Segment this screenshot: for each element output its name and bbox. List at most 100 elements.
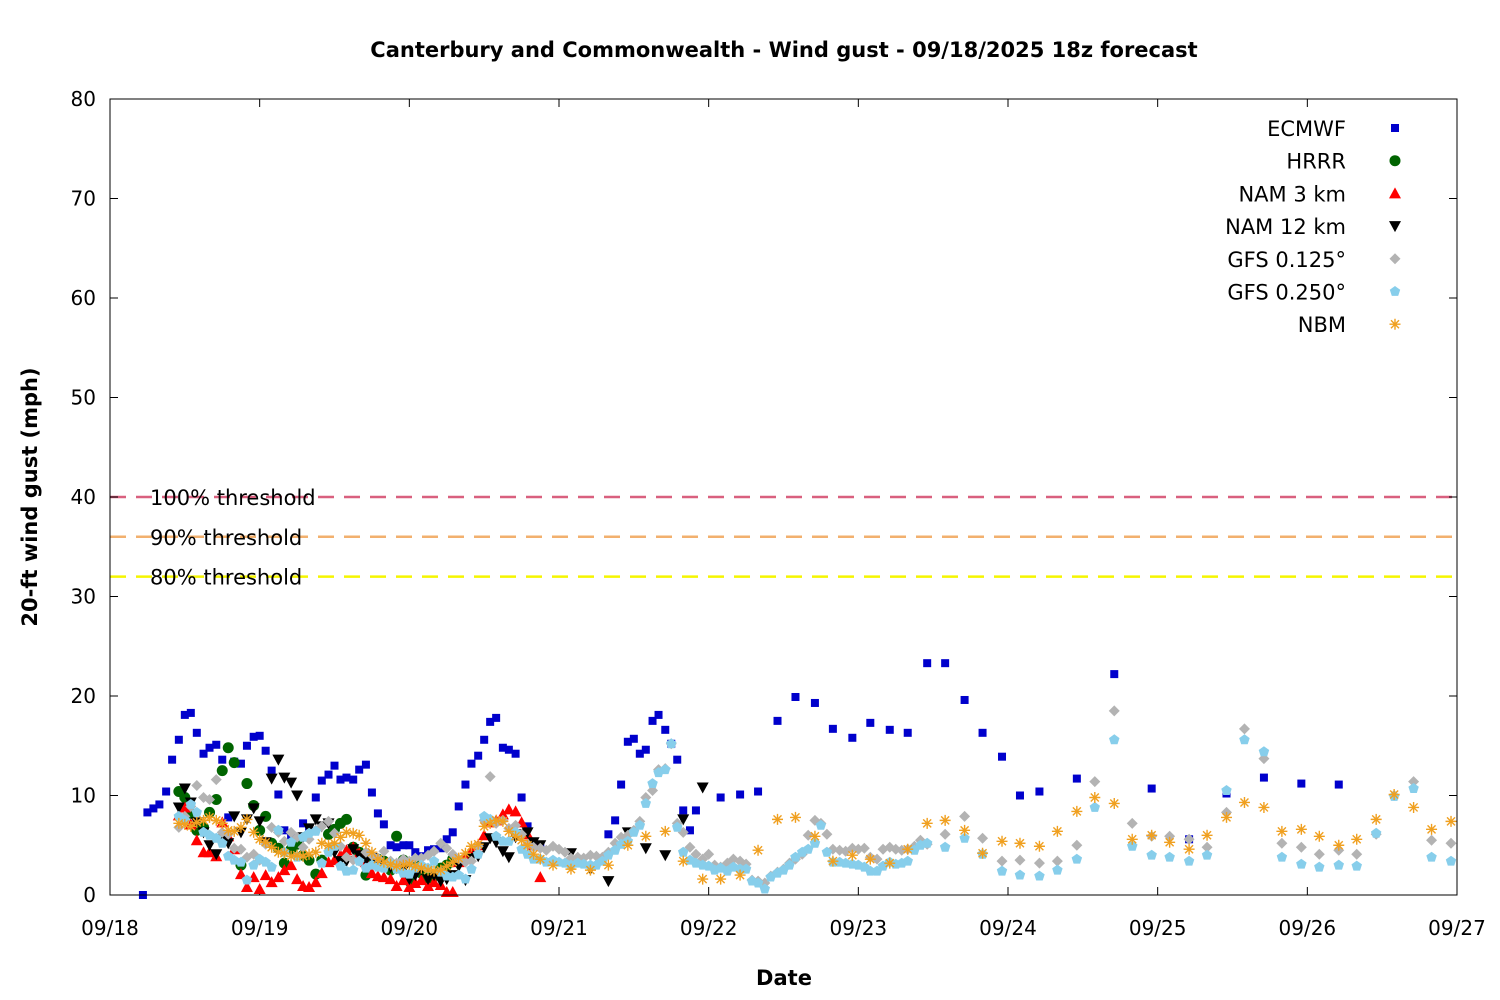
data-point bbox=[809, 837, 821, 848]
data-point bbox=[342, 773, 351, 782]
data-point bbox=[809, 830, 821, 842]
data-point bbox=[466, 863, 477, 874]
data-point bbox=[253, 883, 266, 895]
data-point bbox=[405, 841, 414, 850]
data-point bbox=[222, 824, 234, 836]
y-tick-label: 80 bbox=[71, 87, 96, 111]
data-point bbox=[1126, 833, 1138, 845]
data-point bbox=[454, 802, 463, 811]
data-point bbox=[1239, 734, 1250, 745]
data-point bbox=[1071, 805, 1083, 817]
data-point bbox=[323, 815, 335, 827]
data-point bbox=[716, 793, 725, 802]
data-point bbox=[241, 778, 253, 790]
x-tick-label: 09/27 bbox=[1428, 916, 1486, 940]
data-point bbox=[355, 765, 364, 774]
data-point bbox=[1146, 829, 1158, 841]
data-point bbox=[266, 861, 277, 872]
data-point bbox=[996, 865, 1008, 876]
y-tick-label: 30 bbox=[71, 585, 96, 609]
data-point bbox=[285, 859, 298, 871]
data-point bbox=[260, 836, 272, 848]
data-point bbox=[1033, 840, 1045, 852]
data-point bbox=[1313, 830, 1325, 842]
data-point bbox=[486, 717, 495, 726]
data-point bbox=[939, 841, 951, 852]
data-point bbox=[773, 716, 782, 725]
data-point bbox=[224, 813, 233, 822]
data-point bbox=[677, 855, 689, 867]
data-point bbox=[216, 765, 228, 777]
data-point bbox=[1258, 801, 1270, 813]
data-point bbox=[280, 826, 289, 835]
data-point bbox=[435, 864, 447, 876]
data-point bbox=[447, 856, 459, 868]
data-point bbox=[1238, 796, 1250, 808]
data-point bbox=[685, 826, 694, 835]
data-point bbox=[848, 733, 857, 742]
data-point bbox=[241, 874, 253, 885]
data-point bbox=[1201, 829, 1213, 841]
data-point bbox=[1314, 861, 1325, 872]
data-point bbox=[497, 815, 509, 827]
y-tick-label: 50 bbox=[71, 386, 96, 410]
data-point bbox=[1334, 780, 1343, 789]
data-point bbox=[367, 788, 376, 797]
data-point bbox=[442, 835, 451, 844]
data-point bbox=[978, 728, 987, 737]
data-point bbox=[467, 759, 476, 768]
data-point bbox=[441, 842, 453, 854]
data-point bbox=[428, 865, 440, 877]
x-tick-label: 09/22 bbox=[680, 916, 738, 940]
data-point bbox=[1408, 801, 1420, 813]
data-point bbox=[299, 819, 308, 828]
data-point bbox=[240, 881, 253, 893]
data-point bbox=[428, 845, 440, 857]
data-point bbox=[759, 883, 770, 894]
data-point bbox=[218, 755, 227, 764]
data-point bbox=[1295, 841, 1307, 853]
data-point bbox=[422, 880, 435, 892]
threshold-label: 100% threshold bbox=[150, 486, 316, 510]
data-point bbox=[565, 863, 577, 875]
data-point bbox=[180, 710, 189, 719]
data-point bbox=[1295, 823, 1307, 835]
data-point bbox=[635, 749, 644, 758]
data-point bbox=[461, 780, 470, 789]
data-point bbox=[696, 782, 709, 794]
data-point bbox=[1033, 857, 1045, 869]
data-point bbox=[453, 852, 465, 864]
data-point bbox=[1164, 836, 1176, 848]
data-point bbox=[1333, 839, 1345, 851]
data-point bbox=[143, 808, 152, 817]
data-point bbox=[977, 832, 989, 844]
data-point bbox=[691, 806, 700, 815]
data-point bbox=[274, 790, 283, 799]
data-point bbox=[1014, 854, 1026, 866]
data-point bbox=[864, 853, 876, 865]
data-point bbox=[228, 757, 240, 769]
data-point bbox=[303, 881, 316, 893]
data-point bbox=[647, 778, 658, 788]
data-point bbox=[939, 814, 951, 826]
data-point bbox=[1258, 746, 1270, 757]
data-point bbox=[1052, 864, 1063, 875]
data-point bbox=[503, 835, 515, 846]
data-point bbox=[528, 848, 540, 860]
data-point bbox=[1071, 853, 1083, 864]
data-point bbox=[503, 825, 515, 837]
data-point bbox=[460, 873, 471, 884]
legend-marker bbox=[1389, 318, 1401, 330]
data-point bbox=[248, 826, 260, 838]
data-point bbox=[210, 849, 223, 861]
data-point bbox=[1221, 811, 1233, 823]
data-point bbox=[210, 793, 222, 805]
data-point bbox=[640, 830, 652, 842]
data-point bbox=[316, 837, 328, 849]
data-point bbox=[236, 759, 245, 768]
series-nbm bbox=[173, 789, 1457, 885]
data-point bbox=[186, 708, 195, 717]
data-point bbox=[316, 857, 327, 868]
data-point bbox=[502, 852, 515, 864]
data-point bbox=[903, 728, 912, 737]
